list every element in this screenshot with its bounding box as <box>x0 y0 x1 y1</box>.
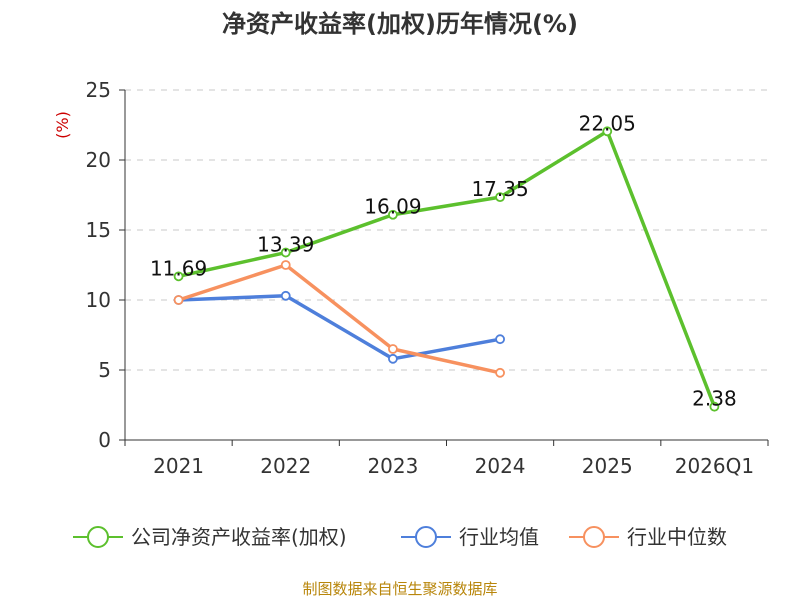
legend: 公司净资产收益率(加权) 行业均值 行业中位数 <box>73 525 727 549</box>
grid-lines <box>125 89 768 371</box>
legend-item-0: 公司净资产收益率(加权) <box>73 525 347 549</box>
data-label-2021: 11.69 <box>150 256 207 280</box>
source-note: 制图数据来自恒生聚源数据库 <box>302 580 497 598</box>
series-line-1 <box>178 294 501 361</box>
x-tick-label-2024: 2024 <box>475 454 526 478</box>
data-point-s0-2021 <box>173 271 184 282</box>
legend-label-1: 行业均值 <box>459 525 539 549</box>
legend-item-1: 行业均值 <box>401 525 539 549</box>
data-point-s2-2022 <box>280 260 291 270</box>
y-axis-unit: (%) <box>53 111 72 139</box>
data-point-s0-2024 <box>495 192 505 203</box>
x-tick-label-2026Q1: 2026Q1 <box>675 454 754 478</box>
series-line-2 <box>178 263 501 375</box>
data-point-s2-2021 <box>173 295 184 305</box>
data-point-s1-2024 <box>495 334 505 345</box>
y-tick-label-10: 10 <box>86 288 111 312</box>
data-point-s1-2023 <box>388 353 398 364</box>
y-tick-label-0: 0 <box>98 428 111 452</box>
data-labels: 11.69 13.39 16.09 17.35 22.05 2.38 <box>150 111 737 410</box>
data-point-s0-2026Q1 <box>709 401 720 412</box>
data-label-2024: 17.35 <box>471 177 528 201</box>
series-group <box>173 126 720 412</box>
data-point-s2-2024 <box>495 367 505 378</box>
series-line-0 <box>178 129 717 408</box>
data-point-s0-2025 <box>602 126 613 137</box>
legend-marker-0 <box>87 526 109 548</box>
y-tick-label-5: 5 <box>98 358 111 382</box>
data-label-2023: 16.09 <box>364 195 421 219</box>
legend-label-2: 行业中位数 <box>627 525 727 549</box>
legend-marker-1 <box>415 526 437 548</box>
data-point-s2-2023 <box>388 344 398 354</box>
y-tick-label-15: 15 <box>86 218 111 242</box>
legend-label-0: 公司净资产收益率(加权) <box>131 525 347 549</box>
x-tick-label-2025: 2025 <box>582 454 633 478</box>
chart-title: 净资产收益率(加权)历年情况(%) <box>222 10 578 38</box>
y-tick-label-25: 25 <box>86 78 111 102</box>
legend-item-2: 行业中位数 <box>569 525 727 549</box>
x-tick-label-2023: 2023 <box>367 454 418 478</box>
data-point-s1-2022 <box>280 290 291 301</box>
legend-marker-2 <box>583 526 605 548</box>
x-tick-label-2022: 2022 <box>260 454 311 478</box>
data-point-s0-2022 <box>280 247 291 258</box>
data-point-s0-2023 <box>388 209 398 220</box>
data-label-2022: 13.39 <box>257 233 314 257</box>
data-label-2026Q1: 2.38 <box>692 387 737 411</box>
y-tick-label-20: 20 <box>86 148 111 172</box>
data-label-2025: 22.05 <box>579 111 636 135</box>
x-tick-label-2021: 2021 <box>153 454 204 478</box>
